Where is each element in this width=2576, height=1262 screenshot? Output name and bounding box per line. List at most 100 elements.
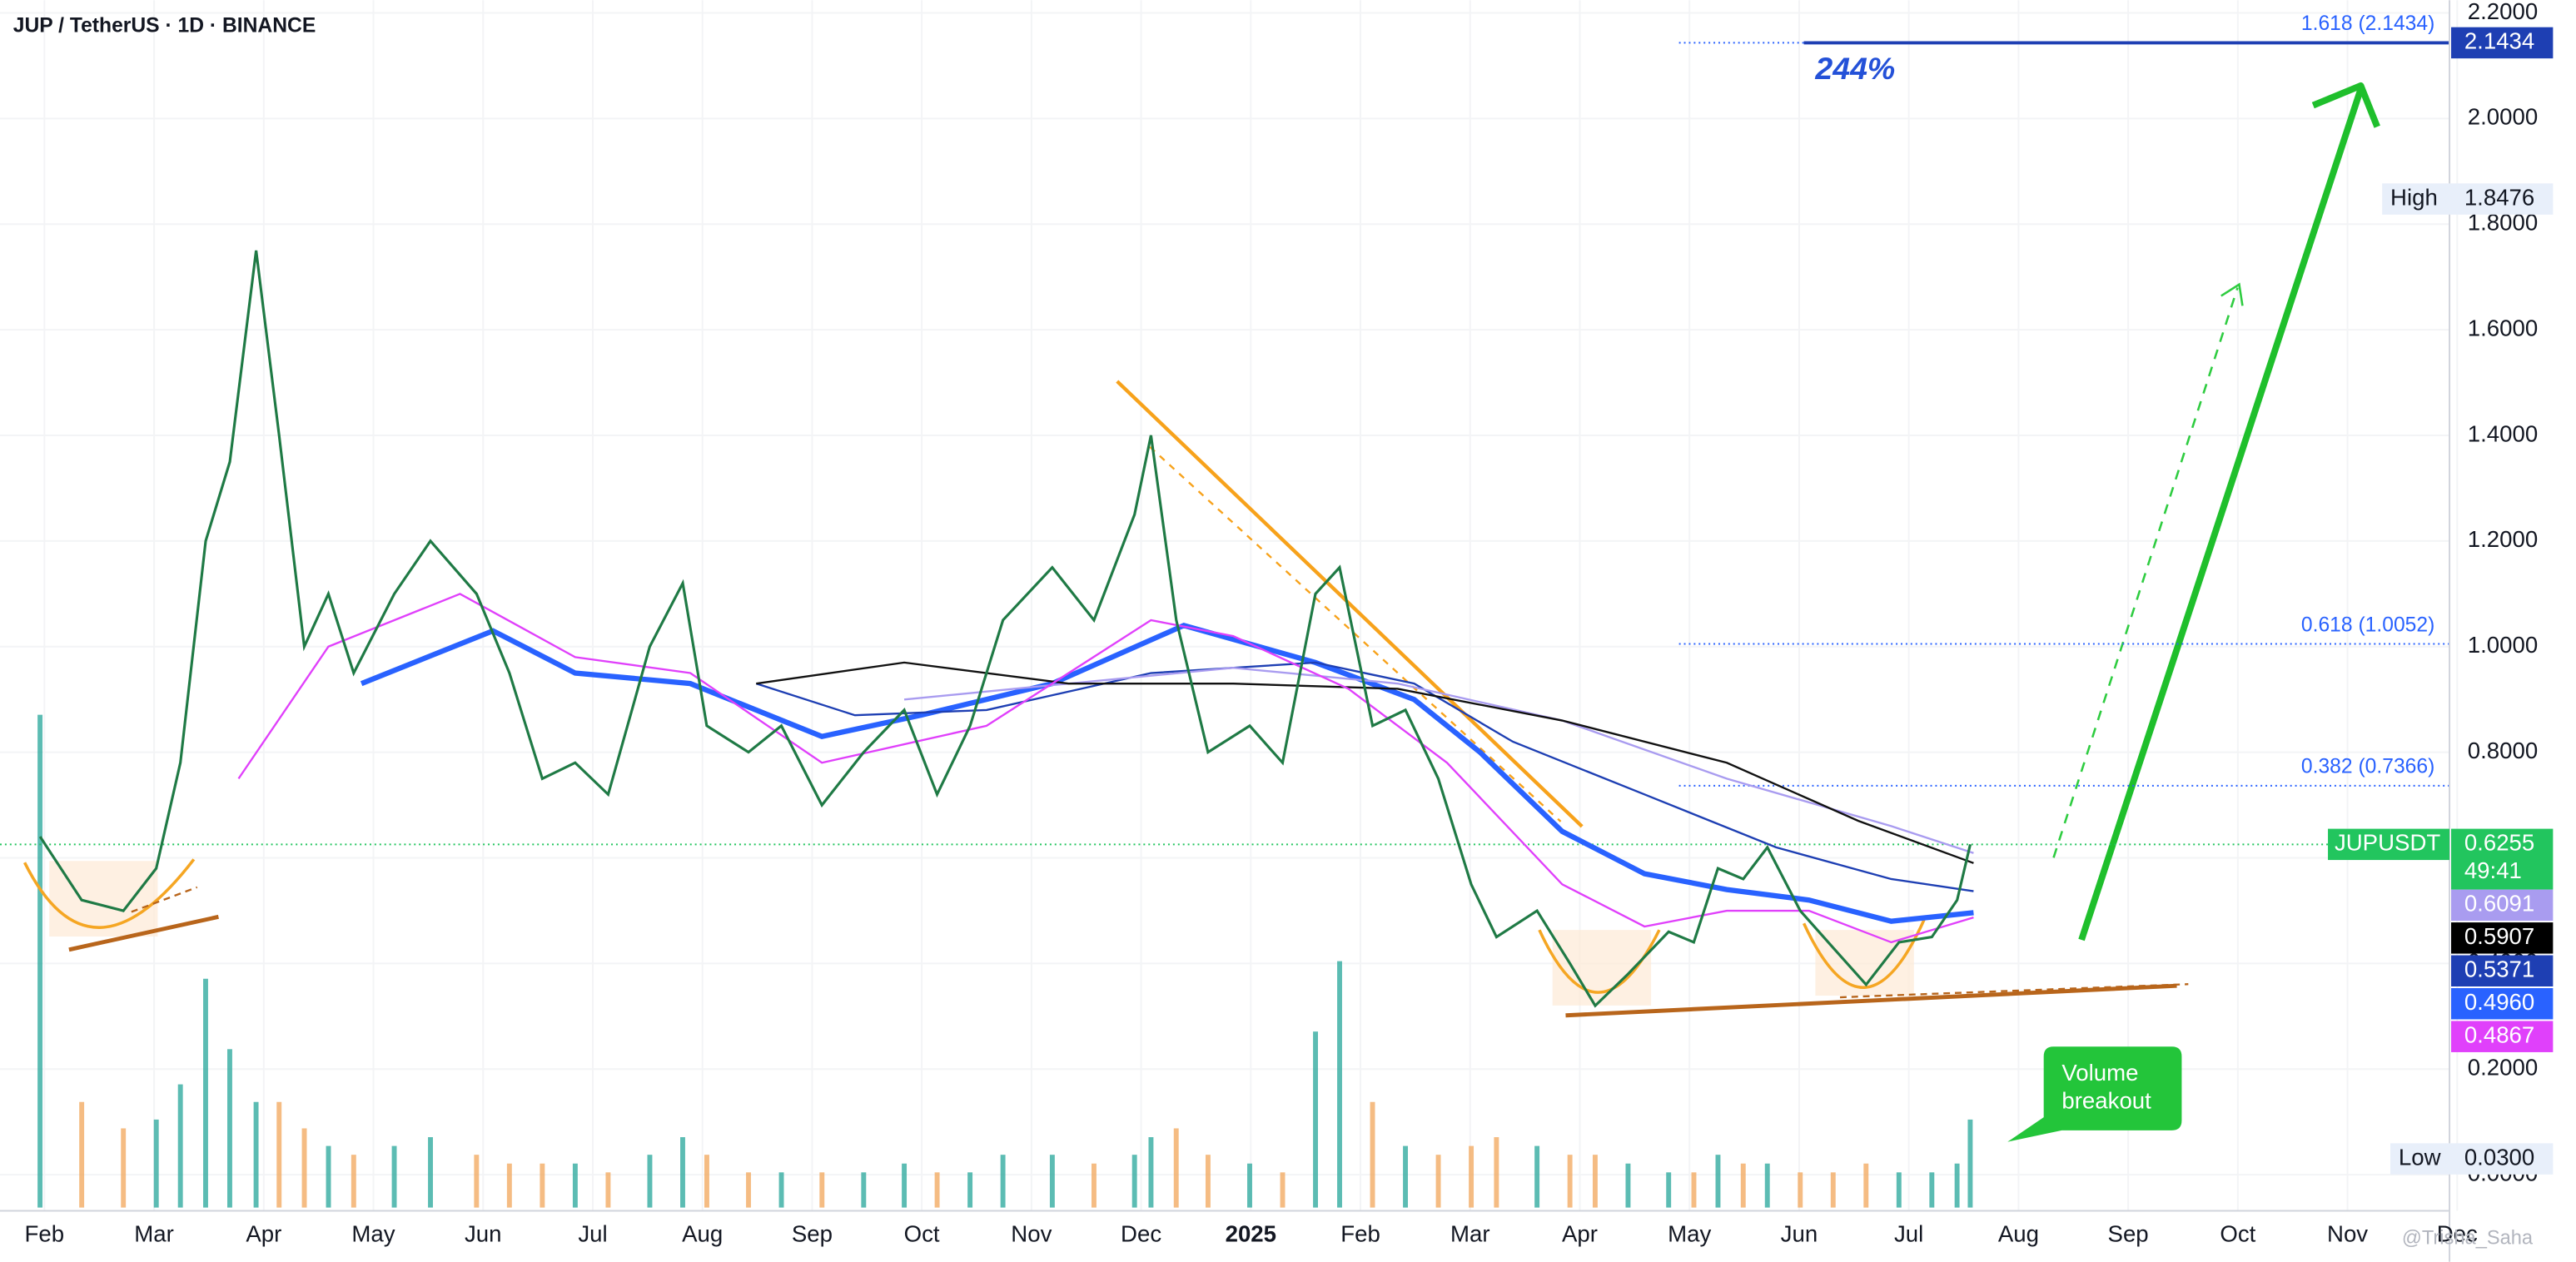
x-tick-label: Dec xyxy=(1121,1220,1161,1246)
volume-bar xyxy=(605,1172,611,1208)
target-arrow xyxy=(2078,87,2365,942)
volume-bar xyxy=(1337,961,1342,1208)
target-arrowhead xyxy=(2311,82,2380,128)
x-tick-label: Oct xyxy=(2220,1220,2255,1246)
volume-bar xyxy=(1049,1155,1055,1208)
volume-bar xyxy=(351,1155,356,1208)
volume-bar xyxy=(647,1155,653,1208)
volume-bar xyxy=(1625,1163,1631,1208)
x-tick-label: Nov xyxy=(1011,1220,1052,1246)
projection-arrow xyxy=(2052,287,2239,858)
volume-bar xyxy=(1435,1155,1441,1208)
ma-label: 0.6091 xyxy=(2464,891,2534,917)
volume-bar xyxy=(1173,1128,1179,1208)
low-label: Low xyxy=(2399,1144,2441,1170)
volume-bar xyxy=(1764,1163,1770,1208)
volume-bar xyxy=(1691,1172,1697,1208)
x-tick-label: Dec xyxy=(2437,1220,2478,1246)
pattern-zone xyxy=(49,861,158,937)
support-line-dashed xyxy=(1839,983,2189,999)
x-tick-label: Mar xyxy=(134,1220,174,1246)
x-tick-label: Aug xyxy=(1998,1220,2039,1246)
x-tick-label: Aug xyxy=(682,1220,723,1246)
volume-bar xyxy=(391,1145,397,1208)
ma-label: 0.4960 xyxy=(2464,989,2534,1015)
price-label: 2.1434 xyxy=(2464,28,2534,54)
volume-bar xyxy=(1469,1145,1474,1208)
volume-bar xyxy=(861,1172,867,1208)
volume-bar xyxy=(121,1128,127,1208)
volume-bar xyxy=(680,1137,685,1208)
volume-bar xyxy=(1370,1101,1375,1208)
volume-bar xyxy=(1403,1145,1409,1208)
x-tick-label: Apr xyxy=(246,1220,281,1246)
volume-bar xyxy=(967,1172,973,1208)
ma-label: 0.4867 xyxy=(2464,1022,2534,1048)
symbol-label: JUPUSDT xyxy=(2335,830,2440,856)
price-label-box xyxy=(2451,27,2554,59)
volume-bar xyxy=(326,1145,331,1208)
moving-average xyxy=(237,593,1974,944)
y-tick-label: 2.0000 xyxy=(2468,104,2538,130)
x-tick-label: Feb xyxy=(1340,1220,1380,1246)
volume-bar xyxy=(1830,1172,1836,1208)
y-tick-label: 0.2000 xyxy=(2468,1055,2538,1081)
low-box xyxy=(2390,1143,2554,1175)
ma-label: 0.5907 xyxy=(2464,923,2534,949)
volume-bar xyxy=(1715,1155,1721,1208)
ma-label-box xyxy=(2451,987,2554,1020)
low-value: 0.0300 xyxy=(2464,1144,2534,1170)
neckline xyxy=(131,886,198,913)
volume-bar xyxy=(37,714,43,1208)
trendline-dashed xyxy=(1149,446,1562,822)
x-tick-label: 2025 xyxy=(1226,1220,1276,1246)
volume-layer xyxy=(37,714,1973,1208)
volume-bar xyxy=(778,1172,784,1208)
projection-arrowhead xyxy=(2220,282,2244,306)
volume-bar xyxy=(819,1172,825,1208)
volume-bar xyxy=(203,978,208,1208)
x-tick-label: Sep xyxy=(2108,1220,2149,1246)
countdown: 49:41 xyxy=(2464,857,2522,883)
y-tick-label: 1.0000 xyxy=(2468,632,2538,658)
volume-bar xyxy=(276,1101,282,1208)
volume-bar xyxy=(301,1128,307,1208)
trendline xyxy=(1116,380,1584,828)
volume-bar xyxy=(1954,1163,1960,1208)
volume-bar xyxy=(746,1172,751,1208)
moving-average xyxy=(903,667,1974,854)
volume-bar xyxy=(704,1155,709,1208)
x-tick-label: Jul xyxy=(578,1220,607,1246)
last-price: 0.6255 xyxy=(2464,830,2534,856)
x-tick-label: May xyxy=(1668,1220,1711,1246)
ma-label-box xyxy=(2451,955,2554,987)
y-tick-label: 1.2000 xyxy=(2468,526,2538,552)
x-tick-label: Nov xyxy=(2327,1220,2368,1246)
price-line xyxy=(38,250,1972,1008)
y-tick-label: 0.8000 xyxy=(2468,738,2538,763)
volume-bar xyxy=(428,1137,433,1208)
drawings xyxy=(23,82,2380,1142)
axes-layer: 0.00000.20000.40000.60000.80001.00001.20… xyxy=(25,0,2554,1246)
moving-average xyxy=(756,661,1974,864)
volume-bar xyxy=(934,1172,940,1208)
volume-bar xyxy=(572,1163,578,1208)
volume-bar xyxy=(253,1101,259,1208)
volume-bar xyxy=(177,1084,183,1208)
high-label: High xyxy=(2390,184,2438,210)
x-tick-label: Jul xyxy=(1894,1220,1923,1246)
volume-bar xyxy=(1131,1155,1137,1208)
volume-bar xyxy=(1740,1163,1746,1208)
callout-text: Volume xyxy=(2061,1060,2138,1086)
support-line xyxy=(1565,983,2177,1018)
symbol-box xyxy=(2328,828,2450,861)
volume-bar xyxy=(902,1163,908,1208)
callout-text: breakout xyxy=(2061,1088,2151,1114)
ma-label-box xyxy=(2451,1021,2554,1052)
ma-label-box xyxy=(2451,889,2554,922)
cup-arc xyxy=(23,858,196,929)
last-price-box xyxy=(2451,828,2554,890)
x-tick-label: May xyxy=(351,1220,395,1246)
high-box xyxy=(2382,183,2554,215)
support-line xyxy=(68,914,219,952)
